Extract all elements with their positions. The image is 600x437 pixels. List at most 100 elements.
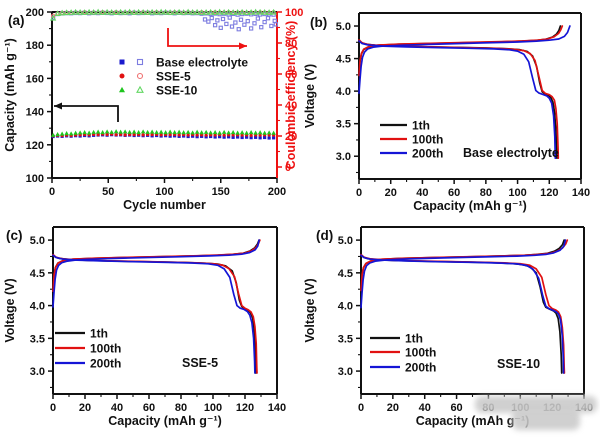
svg-text:40: 40	[285, 100, 297, 112]
svg-text:120: 120	[540, 187, 558, 199]
svg-text:5.0: 5.0	[336, 21, 351, 33]
series-cycle200-charge	[360, 239, 567, 309]
svg-text:200th: 200th	[412, 147, 443, 161]
panel-b-base-electrolyte: 0 20 40 60 80 100 120 140 3.0 3.5 4.0 4.5 5.0 Capacit…	[300, 0, 600, 215]
svg-text:50: 50	[102, 186, 114, 198]
svg-text:0: 0	[50, 402, 56, 414]
svg-text:4.5: 4.5	[338, 268, 353, 280]
series-cycle200-charge	[52, 239, 260, 308]
svg-text:Voltage (V): Voltage (V)	[303, 64, 317, 128]
svg-text:80: 80	[285, 38, 297, 50]
svg-text:(a): (a)	[8, 13, 25, 28]
svg-text:SSE-10: SSE-10	[156, 84, 198, 98]
svg-text:Capacity (mAh g⁻¹): Capacity (mAh g⁻¹)	[108, 414, 222, 428]
series-cycle200-discharge	[360, 254, 565, 374]
axis-left: 3.0 3.5 4.0 4.5 5.0	[30, 235, 53, 389]
svg-text:4.5: 4.5	[336, 54, 351, 66]
svg-text:1th: 1th	[412, 119, 430, 133]
svg-text:0: 0	[358, 402, 364, 414]
svg-text:60: 60	[450, 402, 462, 414]
svg-text:120: 120	[236, 402, 254, 414]
svg-text:0: 0	[285, 162, 291, 174]
svg-text:1th: 1th	[405, 332, 423, 346]
watermark-blur-patch	[475, 396, 597, 413]
svg-text:100: 100	[155, 186, 173, 198]
svg-text:(d): (d)	[316, 228, 333, 243]
svg-text:20: 20	[79, 402, 91, 414]
svg-text:140: 140	[572, 187, 590, 199]
svg-text:5.0: 5.0	[30, 235, 45, 247]
series-cycle100-discharge	[360, 253, 566, 374]
series-cycle1-charge	[360, 239, 565, 293]
svg-text:Cycle number: Cycle number	[123, 198, 206, 212]
svg-text:40: 40	[416, 187, 428, 199]
svg-text:20: 20	[387, 402, 399, 414]
panel-d-chart: 0204060801001201403.03.54.04.55.0Capacit…	[303, 226, 593, 428]
axis-right: 0 20 40 60 80 100	[277, 7, 303, 174]
panel-d-sse10: 0204060801001201403.03.54.04.55.0Capacit…	[300, 215, 600, 437]
svg-text:60: 60	[285, 69, 297, 81]
svg-text:200th: 200th	[405, 361, 436, 375]
svg-text:60: 60	[448, 187, 460, 199]
axis-left: 3.0 3.5 4.0 4.5 5.0	[338, 235, 361, 389]
svg-text:Base electrolyte: Base electrolyte	[463, 146, 559, 160]
svg-text:3.5: 3.5	[336, 119, 351, 131]
svg-text:80: 80	[175, 402, 187, 414]
svg-text:Capacity (mAh g⁻¹): Capacity (mAh g⁻¹)	[413, 199, 527, 213]
svg-text:200: 200	[26, 7, 44, 19]
svg-text:SSE-10: SSE-10	[497, 357, 540, 371]
svg-text:1th: 1th	[90, 327, 108, 341]
series-efficiency-sse10	[49, 8, 277, 21]
svg-text:80: 80	[480, 187, 492, 199]
svg-text:120: 120	[26, 140, 44, 152]
svg-text:3.0: 3.0	[30, 366, 45, 378]
svg-text:Coulombic efficiency (%): Coulombic efficiency (%)	[284, 21, 298, 170]
annotation-arrow	[54, 102, 119, 122]
series-cycle100-discharge	[358, 39, 560, 160]
watermark-blur-patch	[512, 409, 580, 430]
series-cycle1-charge	[52, 239, 260, 294]
axis-bottom: 0 50 100 150 200	[49, 178, 286, 198]
svg-text:140: 140	[26, 107, 44, 119]
axis-bottom: 0 20 40 60 80 100 120 140	[356, 179, 590, 199]
svg-text:0: 0	[356, 187, 362, 199]
svg-text:4.0: 4.0	[336, 86, 351, 98]
svg-text:40: 40	[419, 402, 431, 414]
svg-text:200th: 200th	[90, 357, 121, 371]
svg-text:SSE-5: SSE-5	[182, 356, 218, 370]
svg-text:3.0: 3.0	[336, 151, 351, 163]
svg-text:Capacity (mAh g⁻¹): Capacity (mAh g⁻¹)	[3, 38, 17, 152]
series-cycle100-charge	[52, 239, 261, 293]
axis-left: 3.0 3.5 4.0 4.5 5.0	[336, 21, 359, 174]
svg-text:100: 100	[204, 402, 222, 414]
series-cycle100-charge	[360, 239, 569, 292]
svg-text:3.5: 3.5	[30, 333, 45, 345]
svg-text:40: 40	[111, 402, 123, 414]
series-cycle100-charge	[358, 25, 564, 77]
svg-text:150: 150	[212, 186, 230, 198]
svg-text:160: 160	[26, 73, 44, 85]
svg-text:180: 180	[26, 40, 44, 52]
svg-text:60: 60	[143, 402, 155, 414]
panel-b-chart: 0 20 40 60 80 100 120 140 3.0 3.5 4.0 4.5 5.0 Capacit…	[303, 12, 590, 213]
svg-text:SSE-5: SSE-5	[156, 70, 191, 84]
axis-bottom: 0 20 40 60 80 100 120 140	[50, 394, 286, 414]
panel-a-chart: 0 50 100 150 200 100 120 140 160 180 200 0 20 40 60 80 1…	[3, 7, 303, 212]
series-cycle200-discharge	[358, 40, 557, 160]
panel-c-chart: 0 20 40 60 80 100 120 140 3.0 3.5 4.0 4.5 5.0 Capacit…	[3, 226, 286, 428]
panel-c-sse5: 0 20 40 60 80 100 120 140 3.0 3.5 4.0 4.5 5.0 Capacit…	[0, 215, 300, 437]
svg-text:4.0: 4.0	[338, 301, 353, 313]
axis-left: 100 120 140 160 180 200	[26, 7, 52, 185]
svg-text:(c): (c)	[6, 228, 23, 243]
svg-text:3.5: 3.5	[338, 333, 353, 345]
svg-text:100th: 100th	[412, 133, 443, 147]
svg-text:Voltage (V): Voltage (V)	[3, 278, 17, 342]
panel-a-capacity-efficiency: 0 50 100 150 200 100 120 140 160 180 200 0 20 40 60 80 1…	[0, 0, 303, 215]
svg-text:Voltage (V): Voltage (V)	[303, 278, 317, 342]
series-cycle1-discharge	[358, 38, 558, 160]
